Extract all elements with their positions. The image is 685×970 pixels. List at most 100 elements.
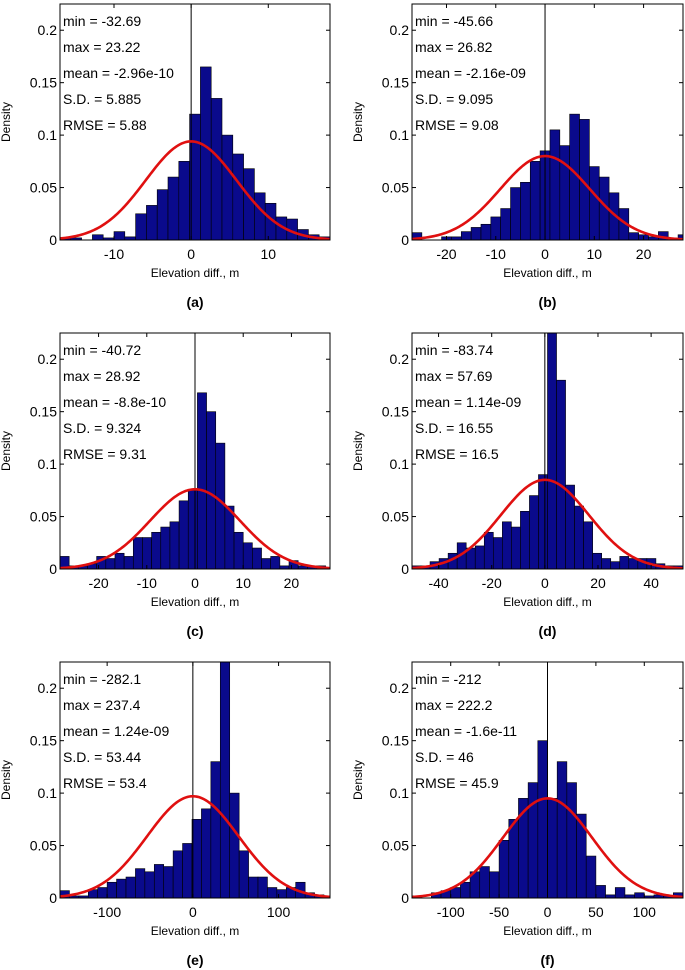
stats-line: RMSE = 45.9 <box>415 775 499 791</box>
histogram-bar <box>116 878 127 898</box>
histogram-bar <box>215 442 226 569</box>
stats-line: S.D. = 16.55 <box>415 420 493 436</box>
histogram-bar <box>480 223 492 240</box>
histogram-bar <box>510 187 521 240</box>
stats-line: min = -40.72 <box>63 342 141 358</box>
axes-frame <box>59 3 331 241</box>
stats-line: mean = 1.14e-09 <box>415 394 521 410</box>
x-tick-label: 0 <box>191 575 199 591</box>
y-axis-label: Density <box>351 760 365 800</box>
stats-line: RMSE = 5.88 <box>63 117 147 133</box>
histogram-bar <box>520 182 531 240</box>
histogram-bar <box>200 66 212 240</box>
histogram-bar <box>187 490 198 569</box>
x-tick-label: 50 <box>588 904 604 920</box>
stats-line: S.D. = 9.324 <box>63 420 141 436</box>
panel-label: (b) <box>539 294 557 310</box>
histogram-bar <box>479 866 490 898</box>
panel-label: (a) <box>186 294 203 310</box>
histogram-bar <box>191 819 202 898</box>
histogram-bar <box>135 868 146 898</box>
histogram-bar <box>123 556 134 569</box>
histogram-bar <box>169 521 180 569</box>
histogram-bar <box>160 526 171 569</box>
histogram-bar <box>163 866 174 898</box>
histogram-bar <box>232 153 244 240</box>
x-tick-label: 20 <box>590 575 606 591</box>
chart-panel-5: 0 0.05 0.1 0.15 0.2 -100 0 100 Elevation diff., … <box>0 661 331 968</box>
histogram-bar <box>498 840 510 898</box>
normal-fit-curve <box>412 478 683 569</box>
histogram-bar <box>601 558 612 569</box>
histogram-bar <box>197 392 207 569</box>
histogram-bar <box>142 537 152 569</box>
histogram-bar <box>547 798 558 898</box>
x-tick-label: -20 <box>88 575 108 591</box>
y-axis-label: Density <box>0 431 13 471</box>
y-tick-label: 0 <box>401 561 409 577</box>
histogram-bar <box>492 537 503 569</box>
histogram-bar <box>210 761 221 898</box>
histogram-bar <box>221 134 234 240</box>
histogram-bar <box>529 161 541 240</box>
histogram-bar <box>527 782 539 898</box>
stats-line: min = -45.66 <box>415 13 493 29</box>
histogram-bar <box>146 205 158 240</box>
histogram-bars <box>412 740 683 898</box>
histogram-bar <box>224 505 235 569</box>
y-tick-label: 0 <box>401 890 409 906</box>
histogram-bar <box>156 189 169 240</box>
stats-line: S.D. = 5.885 <box>63 91 141 107</box>
stats-line: RMSE = 16.5 <box>415 446 499 462</box>
histogram-bar <box>583 521 593 569</box>
y-tick-label: 0.1 <box>390 785 410 801</box>
histogram-bar <box>105 558 116 569</box>
y-axis-label: Density <box>351 431 365 471</box>
y-axis-label: Density <box>351 102 365 142</box>
histogram-bar <box>178 500 189 569</box>
normal-fit-curve <box>412 154 683 240</box>
stats-line: max = 23.22 <box>63 39 141 55</box>
y-tick-label: 0 <box>49 561 57 577</box>
y-tick-label: 0.1 <box>38 127 58 143</box>
y-tick-label: 0.15 <box>382 404 409 420</box>
histogram-bar <box>595 885 606 898</box>
y-tick-label: 0.2 <box>390 680 410 696</box>
y-tick-label: 0.1 <box>390 456 410 472</box>
histogram-bar <box>125 876 136 898</box>
x-axis-label: Elevation diff., m <box>151 924 240 938</box>
x-tick-label: 100 <box>633 904 657 920</box>
histogram-bar <box>460 881 471 898</box>
histogram-bar <box>483 531 494 569</box>
stats-line: RMSE = 9.31 <box>63 446 147 462</box>
stats-line: mean = -2.96e-10 <box>63 65 174 81</box>
chart-panel-1: 0 0.05 0.1 0.15 0.2 -10 0 10 Elevation diff., m D… <box>0 3 331 310</box>
y-tick-label: 0.05 <box>382 838 409 854</box>
histogram-bar <box>470 227 482 240</box>
y-tick-label: 0.15 <box>382 75 409 91</box>
stats-line: max = 26.82 <box>415 39 493 55</box>
x-tick-label: 0 <box>187 246 195 262</box>
histogram-bar <box>201 808 212 898</box>
x-tick-label: 20 <box>284 575 300 591</box>
y-tick-label: 0.2 <box>390 22 410 38</box>
histogram-bar <box>574 505 584 569</box>
stats-line: max = 237.4 <box>63 697 141 713</box>
histogram-bar <box>460 231 472 240</box>
y-tick-label: 0.05 <box>30 838 57 854</box>
y-tick-label: 0.15 <box>30 75 57 91</box>
stats-line: mean = 1.24e-09 <box>63 723 169 739</box>
histogram-bar <box>511 526 521 569</box>
x-axis-label: Elevation diff., m <box>151 595 240 609</box>
stats-line: max = 222.2 <box>415 697 493 713</box>
y-tick-label: 0 <box>49 232 57 248</box>
chart-panel-3: 0 0.05 0.1 0.15 0.2 -20 -10 0 10 20 Elevation diff… <box>0 332 331 639</box>
x-tick-label: -10 <box>104 246 124 262</box>
y-tick-label: 0.15 <box>30 404 57 420</box>
histogram-bar <box>549 129 561 240</box>
y-tick-label: 0.2 <box>390 351 410 367</box>
histogram-bar <box>114 552 125 569</box>
x-tick-label: 10 <box>235 575 251 591</box>
histogram-bar <box>135 213 147 240</box>
